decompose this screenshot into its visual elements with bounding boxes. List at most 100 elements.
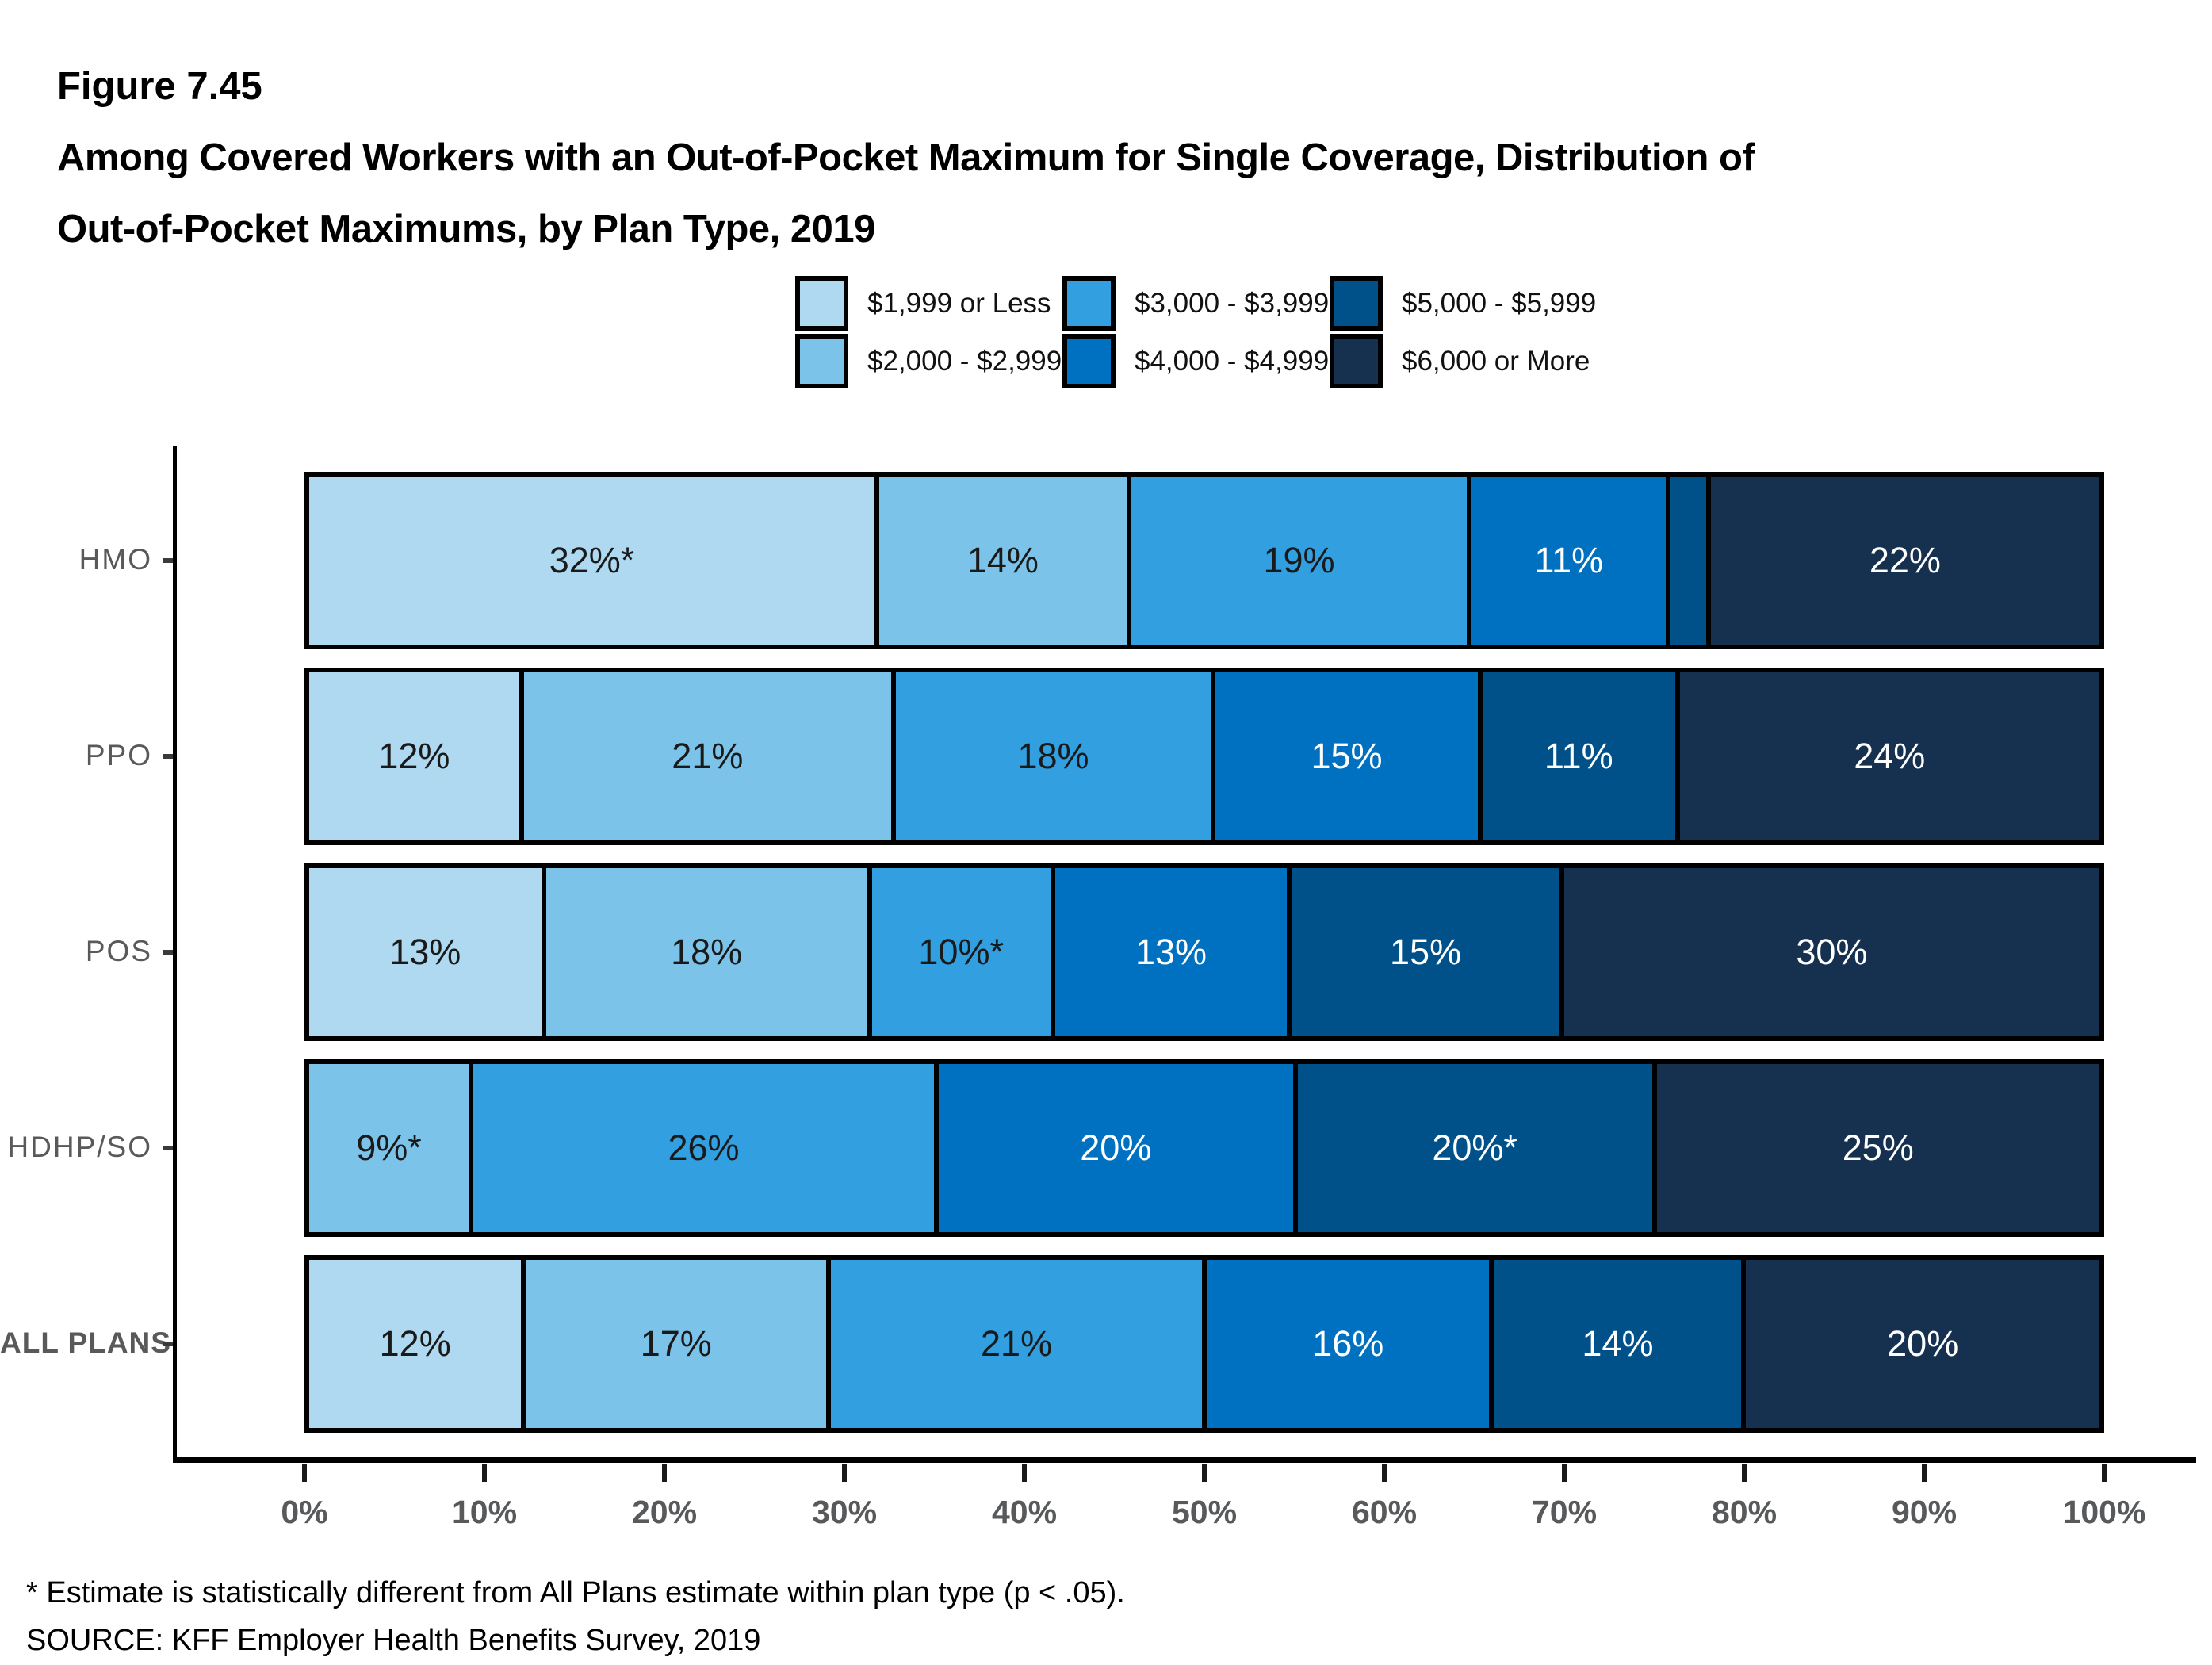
bar-segment: 19% bbox=[1131, 477, 1472, 645]
x-tick-label: 30% bbox=[811, 1494, 878, 1530]
bar-segment: 32%* bbox=[309, 477, 879, 645]
bar-segment-label: 30% bbox=[1796, 932, 1868, 972]
legend-entry: $3,000 - $3,999 bbox=[1062, 276, 1330, 331]
bar-segment-label: 21% bbox=[672, 736, 744, 776]
y-tick-mark bbox=[163, 950, 173, 955]
footnote-asterisk: * Estimate is statistically different fr… bbox=[26, 1576, 1125, 1610]
legend-label: $3,000 - $3,999 bbox=[1135, 287, 1330, 319]
bar-segment bbox=[1670, 477, 1711, 645]
y-tick-mark bbox=[163, 754, 173, 759]
bar-segment-label: 19% bbox=[1263, 540, 1335, 580]
bar-segment-label: 26% bbox=[668, 1127, 740, 1168]
x-tick-mark bbox=[1202, 1464, 1207, 1482]
bar-segment-label: 11% bbox=[1534, 540, 1604, 580]
bar-segment-label: 21% bbox=[981, 1323, 1053, 1364]
figure-title-line-1: Among Covered Workers with an Out-of-Poc… bbox=[57, 136, 1755, 179]
bar-segment-label: 12% bbox=[379, 1323, 451, 1364]
bar-segment-label: 16% bbox=[1312, 1323, 1384, 1364]
legend-swatch bbox=[1330, 276, 1383, 331]
bar-segment-label: 13% bbox=[389, 932, 461, 972]
x-tick-mark bbox=[1562, 1464, 1567, 1482]
legend-entry: $2,000 - $2,999 bbox=[795, 334, 1062, 388]
legend: $1,999 or Less $2,000 - $2,999 $3,000 - $3… bbox=[795, 276, 1603, 388]
bar-segment: 15% bbox=[1292, 868, 1564, 1036]
legend-swatch bbox=[1330, 334, 1383, 388]
bar-segment: 15% bbox=[1215, 672, 1483, 840]
bar-segment: 25% bbox=[1656, 1064, 2099, 1232]
legend-label: $6,000 or More bbox=[1402, 345, 1590, 377]
x-tick-mark bbox=[1022, 1464, 1027, 1482]
bar-segment: 17% bbox=[526, 1260, 832, 1428]
x-tick-label: 80% bbox=[1711, 1494, 1778, 1530]
x-tick-mark bbox=[1922, 1464, 1927, 1482]
x-tick-mark bbox=[842, 1464, 847, 1482]
y-tick-mark bbox=[163, 1342, 173, 1346]
x-tick-mark bbox=[662, 1464, 667, 1482]
x-tick-label: 20% bbox=[631, 1494, 698, 1530]
bar-segment: 24% bbox=[1679, 672, 2099, 840]
y-tick-mark bbox=[163, 1146, 173, 1150]
bar-row: 9%* 26% 20% 20%* 25% bbox=[304, 1059, 2104, 1237]
footnote-source: SOURCE: KFF Employer Health Benefits Sur… bbox=[26, 1624, 761, 1657]
bar-segment: 18% bbox=[545, 868, 872, 1036]
x-axis-line bbox=[173, 1457, 2196, 1463]
x-tick-label: 40% bbox=[991, 1494, 1058, 1530]
bar-segment: 18% bbox=[895, 672, 1216, 840]
bar-row: 12% 21% 18% 15% 11% 24% bbox=[304, 668, 2104, 845]
y-category-label: PPO bbox=[85, 739, 152, 771]
bar-segment-label: 20% bbox=[1887, 1323, 1959, 1364]
x-tick-mark bbox=[302, 1464, 307, 1482]
bar-segment-label: 10%* bbox=[918, 932, 1004, 972]
y-category-label: HMO bbox=[78, 543, 152, 576]
bar-segment: 26% bbox=[473, 1064, 939, 1232]
legend-column: $3,000 - $3,999 $4,000 - $4,999 bbox=[1062, 276, 1330, 388]
bar-segment: 12% bbox=[309, 672, 524, 840]
figure-title-line-2: Out-of-Pocket Maximums, by Plan Type, 20… bbox=[57, 208, 875, 251]
bar-segment-label: 17% bbox=[640, 1323, 712, 1364]
bar-segment: 20% bbox=[1746, 1260, 2099, 1428]
legend-column: $1,999 or Less $2,000 - $2,999 bbox=[795, 276, 1062, 388]
bar-segment: 21% bbox=[523, 672, 896, 840]
bar-segment: 14% bbox=[1494, 1260, 1747, 1428]
legend-column: $5,000 - $5,999 $6,000 or More bbox=[1330, 276, 1603, 388]
legend-swatch bbox=[795, 334, 848, 388]
x-tick-mark bbox=[1742, 1464, 1747, 1482]
x-tick-mark bbox=[482, 1464, 487, 1482]
bar-segment: 16% bbox=[1207, 1260, 1494, 1428]
legend-swatch bbox=[1062, 334, 1116, 388]
legend-entry: $1,999 or Less bbox=[795, 276, 1062, 331]
bar-segment-label: 32%* bbox=[549, 540, 635, 580]
legend-label: $1,999 or Less bbox=[867, 287, 1051, 319]
bar-row: 13% 18% 10%* 13% 15% 30% bbox=[304, 863, 2104, 1041]
legend-entry: $4,000 - $4,999 bbox=[1062, 334, 1330, 388]
bar-segment: 22% bbox=[1710, 477, 2099, 645]
legend-swatch bbox=[1062, 276, 1116, 331]
bar-segment: 10%* bbox=[871, 868, 1055, 1036]
title-block: Figure 7.45 Among Covered Workers with a… bbox=[57, 51, 1755, 265]
x-tick-label: 100% bbox=[2062, 1494, 2146, 1530]
bar-segment-label: 24% bbox=[1854, 736, 1926, 776]
figure-number: Figure 7.45 bbox=[57, 65, 262, 108]
bar-segment-label: 13% bbox=[1135, 932, 1207, 972]
bar-segment: 21% bbox=[831, 1260, 1207, 1428]
bar-segment: 20%* bbox=[1297, 1064, 1657, 1232]
x-tick-label: 0% bbox=[281, 1494, 328, 1530]
bar-segment-label: 12% bbox=[378, 736, 450, 776]
legend-label: $5,000 - $5,999 bbox=[1402, 287, 1597, 319]
x-tick-label: 50% bbox=[1171, 1494, 1238, 1530]
x-tick-label: 70% bbox=[1531, 1494, 1598, 1530]
bar-row: 12% 17% 21% 16% 14% 20% bbox=[304, 1255, 2104, 1433]
bar-segment-label: 15% bbox=[1311, 736, 1383, 776]
bar-segment: 13% bbox=[1054, 868, 1292, 1036]
bar-segment-label: 20%* bbox=[1432, 1127, 1517, 1168]
bar-segment: 11% bbox=[1482, 672, 1680, 840]
bar-segment-label: 14% bbox=[966, 540, 1039, 580]
bar-segment: 30% bbox=[1563, 868, 2099, 1036]
bar-segment-label: 22% bbox=[1869, 540, 1941, 580]
x-tick-label: 10% bbox=[451, 1494, 518, 1530]
bar-segment-label: 14% bbox=[1582, 1323, 1654, 1364]
bar-segment-label: 18% bbox=[671, 932, 743, 972]
bar-segment-label: 15% bbox=[1390, 932, 1462, 972]
y-tick-mark bbox=[163, 558, 173, 563]
legend-swatch bbox=[795, 276, 848, 331]
